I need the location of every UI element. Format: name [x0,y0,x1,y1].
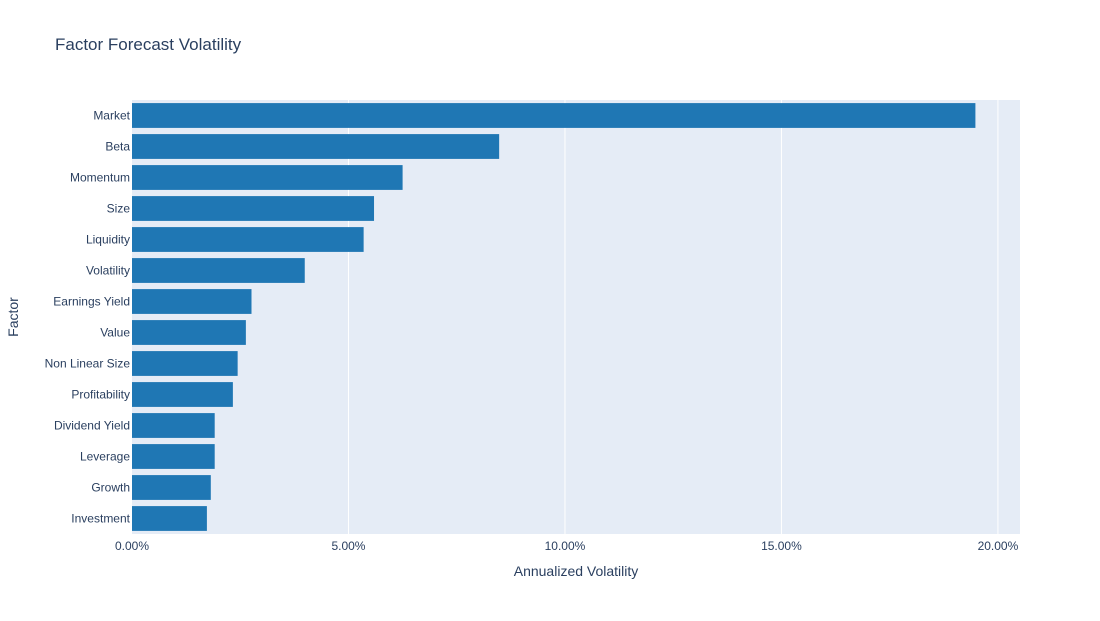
y-tick-label: Size [107,202,131,216]
y-tick-label: Growth [91,481,130,495]
y-tick-label: Leverage [80,450,130,464]
bar [132,320,246,345]
x-axis-title: Annualized Volatility [514,563,639,579]
y-tick-label: Non Linear Size [45,357,131,371]
y-tick-label: Dividend Yield [54,419,130,433]
y-tick-label: Beta [105,140,130,154]
y-tick-label: Investment [71,512,130,526]
x-tick-label: 5.00% [331,539,365,553]
y-tick-label: Momentum [70,171,130,185]
x-tick-label: 10.00% [545,539,586,553]
y-tick-label: Earnings Yield [53,295,130,309]
y-tick-label: Liquidity [86,233,130,247]
chart-title: Factor Forecast Volatility [55,35,242,54]
x-tick-label: 15.00% [761,539,802,553]
x-tick-labels: 0.00% 5.00% 10.00% 15.00% 20.00% [115,539,1019,553]
y-tick-label: Value [100,326,130,340]
bar [132,196,375,221]
bar [132,103,976,128]
y-tick-label: Market [93,109,130,123]
x-tick-label: 0.00% [115,539,149,553]
bar [132,134,500,159]
bar [132,165,403,190]
bar [132,475,211,500]
y-tick-labels: Market Beta Momentum Size Liquidity Volatilit… [45,109,131,526]
bar [132,413,215,438]
bar [132,258,305,283]
bar [132,289,252,314]
bar [132,351,238,376]
bar [132,444,215,469]
y-tick-label: Profitability [71,388,130,402]
bar [132,506,207,531]
x-tick-label: 20.00% [978,539,1019,553]
bar [132,382,233,407]
bars [132,103,976,531]
y-axis-title: Factor [5,297,21,337]
y-tick-label: Volatility [86,264,130,278]
bar [132,227,364,252]
